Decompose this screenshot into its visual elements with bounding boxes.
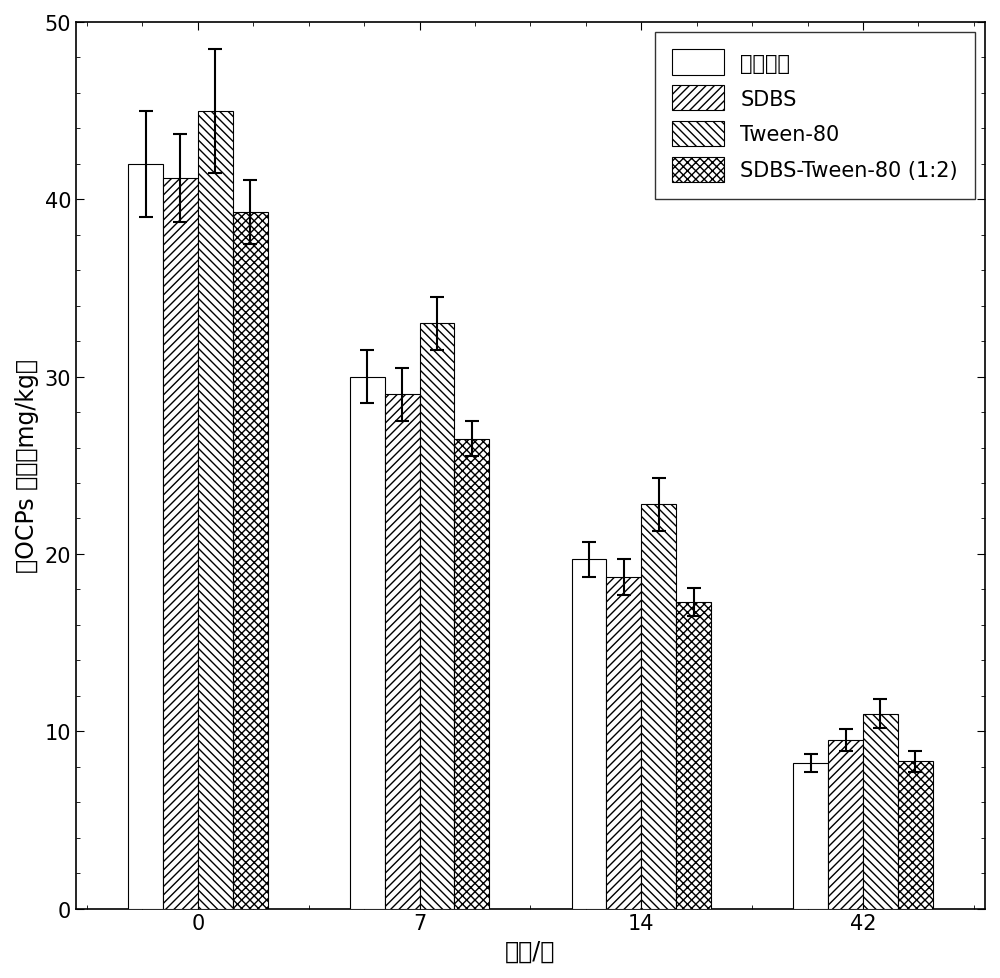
Bar (572, 559, 606, 909)
Bar (863, 714, 898, 909)
Bar (385, 395, 420, 909)
Y-axis label: 总OCPs 含量（mg/kg）: 总OCPs 含量（mg/kg） (15, 359, 39, 573)
Bar (454, 439, 489, 909)
Bar (606, 577, 641, 909)
Bar (163, 179, 198, 909)
Bar (350, 378, 385, 909)
Bar (128, 164, 163, 909)
Bar (676, 602, 711, 909)
Bar (828, 740, 863, 909)
Bar (793, 764, 828, 909)
X-axis label: 时间/天: 时间/天 (505, 939, 556, 963)
Bar (898, 762, 933, 909)
Legend: 鼠李糖脂, SDBS, Tween-80, SDBS-Tween-80 (1:2): 鼠李糖脂, SDBS, Tween-80, SDBS-Tween-80 (1:2… (655, 33, 975, 200)
Bar (233, 212, 268, 909)
Bar (420, 324, 454, 909)
Bar (198, 111, 233, 909)
Bar (641, 505, 676, 909)
